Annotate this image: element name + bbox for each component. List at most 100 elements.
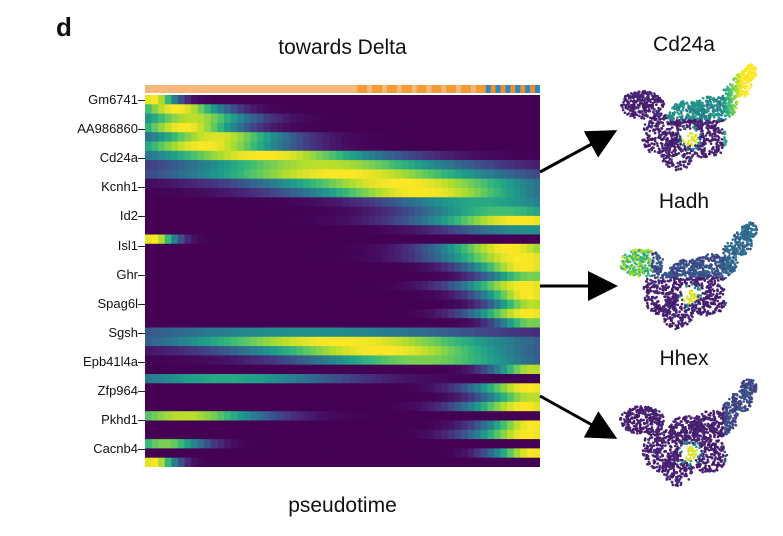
heatmap-cell: [533, 346, 540, 356]
heatmap-cell: [480, 420, 488, 431]
heatmap-cell: [322, 95, 330, 105]
heatmap-cell: [434, 336, 442, 347]
heatmap-cell: [243, 215, 251, 226]
umap-point: [706, 121, 710, 124]
umap-point: [711, 121, 714, 125]
heatmap-cell: [224, 178, 231, 189]
pseudotime-bar-segment: [515, 85, 521, 93]
heatmap-cell: [243, 206, 251, 217]
umap-point: [717, 116, 721, 119]
umap-point: [727, 114, 731, 117]
umap-point: [646, 267, 649, 270]
heatmap-cell: [204, 234, 212, 245]
heatmap-cell: [283, 253, 291, 263]
heatmap-cell: [164, 327, 172, 338]
heatmap-cell: [329, 420, 337, 431]
heatmap-cell: [289, 132, 297, 142]
umap-point: [659, 121, 663, 124]
umap-point: [688, 147, 692, 151]
umap-point: [653, 285, 656, 289]
heatmap-cell: [487, 132, 495, 142]
heatmap-cell: [467, 253, 475, 263]
heatmap-cell: [362, 253, 370, 263]
heatmap-row: [145, 262, 540, 273]
heatmap-cell: [270, 281, 278, 291]
heatmap-cell: [513, 141, 521, 152]
umap-point: [649, 120, 652, 123]
heatmap-cell: [309, 327, 317, 338]
heatmap-row: [145, 281, 540, 291]
heatmap-cell: [493, 253, 501, 263]
heatmap-cell: [375, 253, 383, 263]
umap-point: [666, 146, 669, 149]
heatmap-cell: [447, 364, 455, 375]
heatmap-cell: [250, 104, 258, 114]
heatmap-cell: [270, 234, 278, 245]
heatmap-cell: [414, 215, 422, 226]
umap-point: [706, 132, 709, 135]
heatmap-cell: [421, 197, 429, 207]
heatmap-cell: [329, 169, 337, 180]
umap-point: [693, 102, 696, 106]
heatmap-cell: [474, 243, 482, 254]
heatmap-cell: [408, 271, 416, 282]
heatmap-cell: [395, 95, 403, 105]
heatmap-cell: [191, 104, 199, 114]
heatmap-cell: [335, 169, 343, 180]
heatmap-cell: [349, 355, 357, 366]
umap-point: [691, 121, 695, 125]
heatmap-cell: [335, 122, 343, 133]
heatmap-cell: [329, 197, 337, 207]
heatmap-cell: [316, 290, 324, 300]
umap-point: [690, 132, 694, 135]
umap-point: [688, 124, 692, 127]
heatmap-cell: [447, 318, 455, 328]
umap-point: [731, 85, 735, 89]
umap-point: [681, 316, 685, 319]
umap-point: [717, 138, 720, 142]
heatmap-cell: [382, 178, 389, 189]
umap-point: [687, 156, 691, 159]
umap-point: [713, 109, 717, 113]
heatmap-cell: [388, 364, 396, 375]
heatmap-cell: [408, 364, 416, 375]
heatmap-cell: [329, 271, 337, 282]
heatmap-cell: [335, 439, 343, 449]
heatmap-cell: [177, 374, 185, 384]
umap-point: [654, 276, 657, 280]
umap-point: [707, 130, 710, 133]
heatmap-cell: [217, 448, 225, 459]
heatmap-cell: [461, 383, 468, 393]
heatmap-cell: [256, 290, 264, 300]
heatmap-cell: [454, 243, 462, 254]
umap-point: [657, 279, 661, 283]
heatmap-cell: [500, 308, 508, 319]
umap-point: [705, 95, 709, 99]
heatmap-cell: [329, 95, 337, 105]
heatmap-cell: [276, 215, 284, 226]
heatmap-cell: [382, 401, 389, 412]
heatmap-cell: [421, 308, 429, 319]
heatmap-cell: [526, 346, 534, 356]
heatmap-cell: [191, 169, 199, 180]
heatmap-cell: [289, 355, 297, 366]
heatmap-cell: [500, 215, 508, 226]
heatmap-cell: [243, 457, 251, 467]
heatmap-cell: [158, 271, 166, 282]
heatmap-cell: [526, 401, 534, 412]
heatmap-cell: [224, 281, 231, 291]
heatmap-cell: [368, 160, 376, 170]
heatmap-cell: [197, 392, 205, 403]
heatmap-cell: [401, 178, 409, 189]
heatmap-cell: [191, 234, 199, 245]
umap-point: [671, 121, 675, 125]
umap-point: [666, 142, 669, 146]
heatmap-cell: [322, 336, 330, 347]
heatmap-cell: [362, 95, 370, 105]
heatmap-cell: [296, 271, 304, 282]
umap-point: [660, 103, 664, 107]
heatmap-cell: [329, 401, 337, 412]
heatmap-cell: [276, 364, 284, 375]
heatmap-cell: [197, 383, 205, 393]
heatmap-cell: [283, 429, 291, 440]
